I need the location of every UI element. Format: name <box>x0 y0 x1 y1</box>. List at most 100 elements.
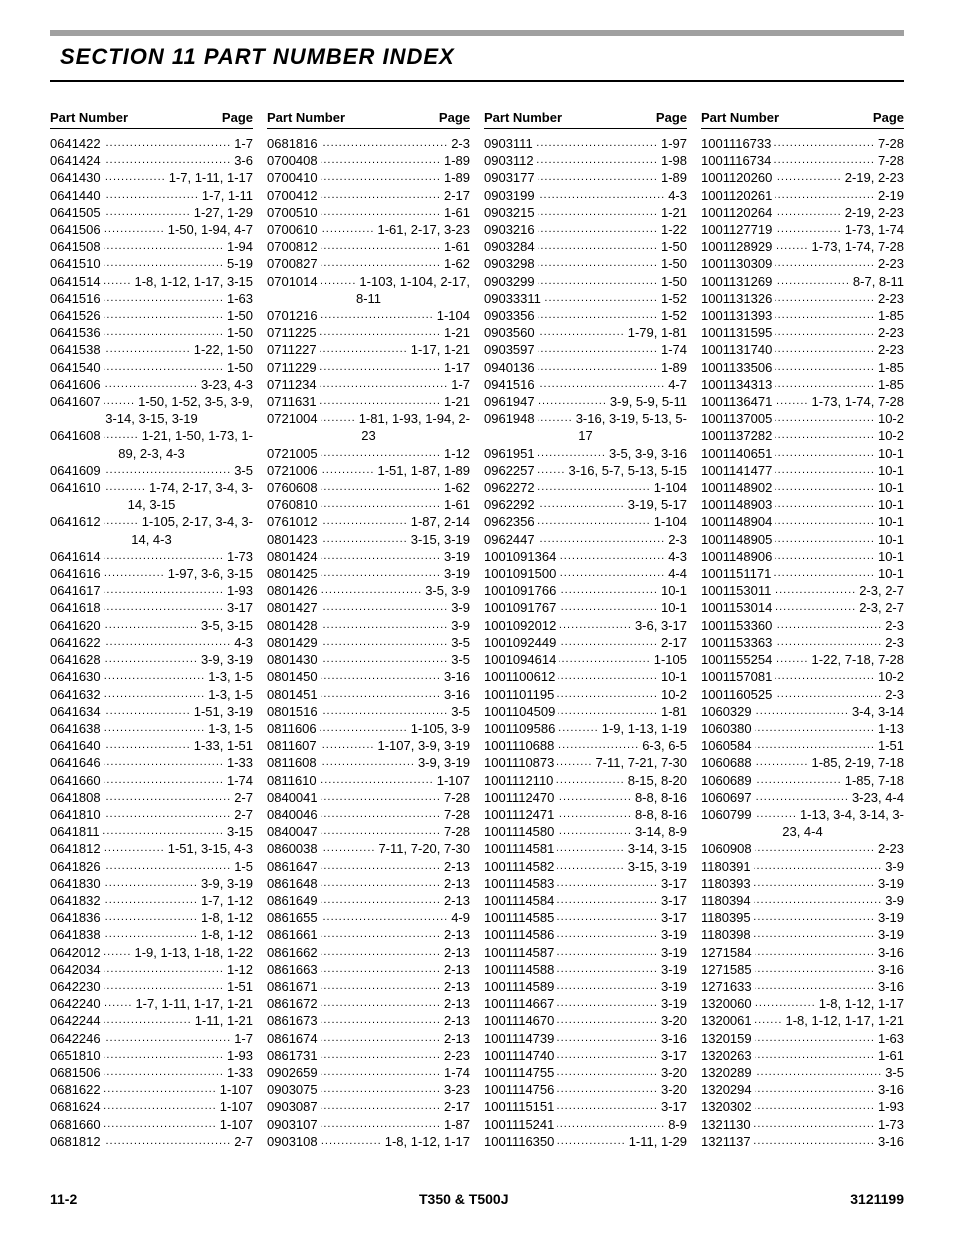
part-number: 0641838 <box>50 926 101 943</box>
leader-dots <box>321 548 441 561</box>
leader-dots <box>538 376 666 389</box>
part-number: 1001114739 <box>484 1030 554 1047</box>
page-ref: 1-94 <box>227 238 253 255</box>
part-number: 1321137 <box>701 1133 751 1150</box>
part-number: 0641810 <box>50 806 101 823</box>
part-number: 1001153014 <box>701 599 772 616</box>
leader-dots <box>754 1116 875 1129</box>
page-ref: 3-16 <box>878 944 904 961</box>
part-number: 0903597 <box>484 341 535 358</box>
page-ref: 3-16 <box>444 686 470 703</box>
page-ref: 1-13, 3-4, 3-14, 3- <box>800 806 904 823</box>
leader-dots <box>104 909 198 922</box>
column-header: Part NumberPage <box>267 110 470 129</box>
leader-dots <box>559 599 658 612</box>
leader-dots <box>104 135 232 148</box>
part-number: 0840047 <box>267 823 318 840</box>
page-footer: 11-2 T350 & T500J 3121199 <box>50 1191 904 1207</box>
index-entry: 10605841-51 <box>701 737 904 754</box>
page-ref: 2-3 <box>885 634 904 651</box>
index-entry: 06816241-107 <box>50 1098 253 1115</box>
index-entry: 10010924492-17 <box>484 634 687 651</box>
part-number: 0801428 <box>267 617 318 634</box>
page-ref: 1-51, 1-87, 1-89 <box>377 462 470 479</box>
page-ref: 3-19 <box>878 875 904 892</box>
page-ref: 1-98 <box>661 152 687 169</box>
leader-dots <box>775 427 875 440</box>
part-number: 1001120261 <box>701 187 772 204</box>
index-entry: 13200611-8, 1-12, 1-17, 1-21 <box>701 1012 904 1029</box>
index-entry: 09401361-89 <box>484 359 687 376</box>
page-ref: 1-93 <box>227 582 253 599</box>
index-entry: 09623561-104 <box>484 513 687 530</box>
part-number: 1001094614 <box>484 651 556 668</box>
leader-dots <box>104 875 198 888</box>
index-entry: 100113728210-2 <box>701 427 904 444</box>
part-number: 0903298 <box>484 255 535 272</box>
part-number: 1180393 <box>701 875 751 892</box>
page-ref: 8-9 <box>668 1116 687 1133</box>
part-number: 1001133506 <box>701 359 772 376</box>
part-number: 1001092449 <box>484 634 556 651</box>
page-ref: 1-85, 7-18 <box>845 772 904 789</box>
leader-dots <box>559 634 658 647</box>
part-number: 1320263 <box>701 1047 752 1064</box>
part-number: 0962257 <box>484 462 535 479</box>
index-entry: 08014513-16 <box>267 686 470 703</box>
page-ref: 1-3, 1-5 <box>208 686 253 703</box>
page-ref: 1-50, 1-94, 4-7 <box>168 221 253 238</box>
page-ref: 3-19 <box>661 995 687 1012</box>
leader-dots <box>104 1064 224 1077</box>
leader-dots <box>321 135 449 148</box>
part-number: 0811610 <box>267 772 317 789</box>
page-ref: 1-81, 1-93, 1-94, 2- <box>359 410 470 427</box>
index-columns: Part NumberPage06414221-706414243-606414… <box>50 110 904 1150</box>
index-entry: 09032981-50 <box>484 255 687 272</box>
page-ref: 1-12 <box>227 961 253 978</box>
index-entry: 13211373-16 <box>701 1133 904 1150</box>
index-entry: 10011147403-17 <box>484 1047 687 1064</box>
page-ref: 2-23 <box>878 255 904 272</box>
page-ref-continuation: 14, 3-15 <box>50 496 253 513</box>
index-entry: 07112251-21 <box>267 324 470 341</box>
index-entry: 13201591-63 <box>701 1030 904 1047</box>
page-ref: 3-17 <box>227 599 253 616</box>
page-ref: 1-63 <box>878 1030 904 1047</box>
part-number: 1001112110 <box>484 772 553 789</box>
index-entry: 06418361-8, 1-12 <box>50 909 253 926</box>
index-entry: 100114890210-1 <box>701 479 904 496</box>
leader-dots <box>538 513 651 526</box>
page-ref: 1-79, 1-81 <box>628 324 687 341</box>
index-entry: 10010915004-4 <box>484 565 687 582</box>
page-ref: 1-7, 1-12 <box>201 892 253 909</box>
part-number: 0700410 <box>267 169 318 186</box>
page-ref: 2-13 <box>444 978 470 995</box>
leader-dots <box>321 1012 441 1025</box>
index-entry: 08400467-28 <box>267 806 470 823</box>
part-number: 0641830 <box>50 875 101 892</box>
page-ref: 1-7 <box>234 135 253 152</box>
page-ref: 3-17 <box>661 1098 687 1115</box>
part-number: 0711229 <box>267 359 317 376</box>
leader-dots <box>320 772 434 785</box>
page-ref: 2-13 <box>444 858 470 875</box>
leader-dots <box>775 651 808 664</box>
part-number: 0641606 <box>50 376 101 393</box>
part-number: 1320302 <box>701 1098 752 1115</box>
part-number: 0641510 <box>50 255 101 272</box>
part-number: 0641811 <box>50 823 100 840</box>
leader-dots <box>538 273 658 286</box>
part-number: 0641610 <box>50 479 101 496</box>
part-number: 0903177 <box>484 169 535 186</box>
part-number: 0903199 <box>484 187 535 204</box>
leader-dots <box>755 995 816 1008</box>
page-ref-continuation: 3-14, 3-15, 3-19 <box>50 410 253 427</box>
part-number: 1001091766 <box>484 582 556 599</box>
leader-dots <box>104 651 198 664</box>
index-column: Part NumberPage06818162-307004081-890700… <box>267 110 470 1150</box>
leader-dots <box>755 1012 783 1025</box>
index-entry: 08015163-5 <box>267 703 470 720</box>
part-number: 1001114667 <box>484 995 554 1012</box>
leader-dots <box>775 513 875 526</box>
part-number: 0861731 <box>267 1047 318 1064</box>
